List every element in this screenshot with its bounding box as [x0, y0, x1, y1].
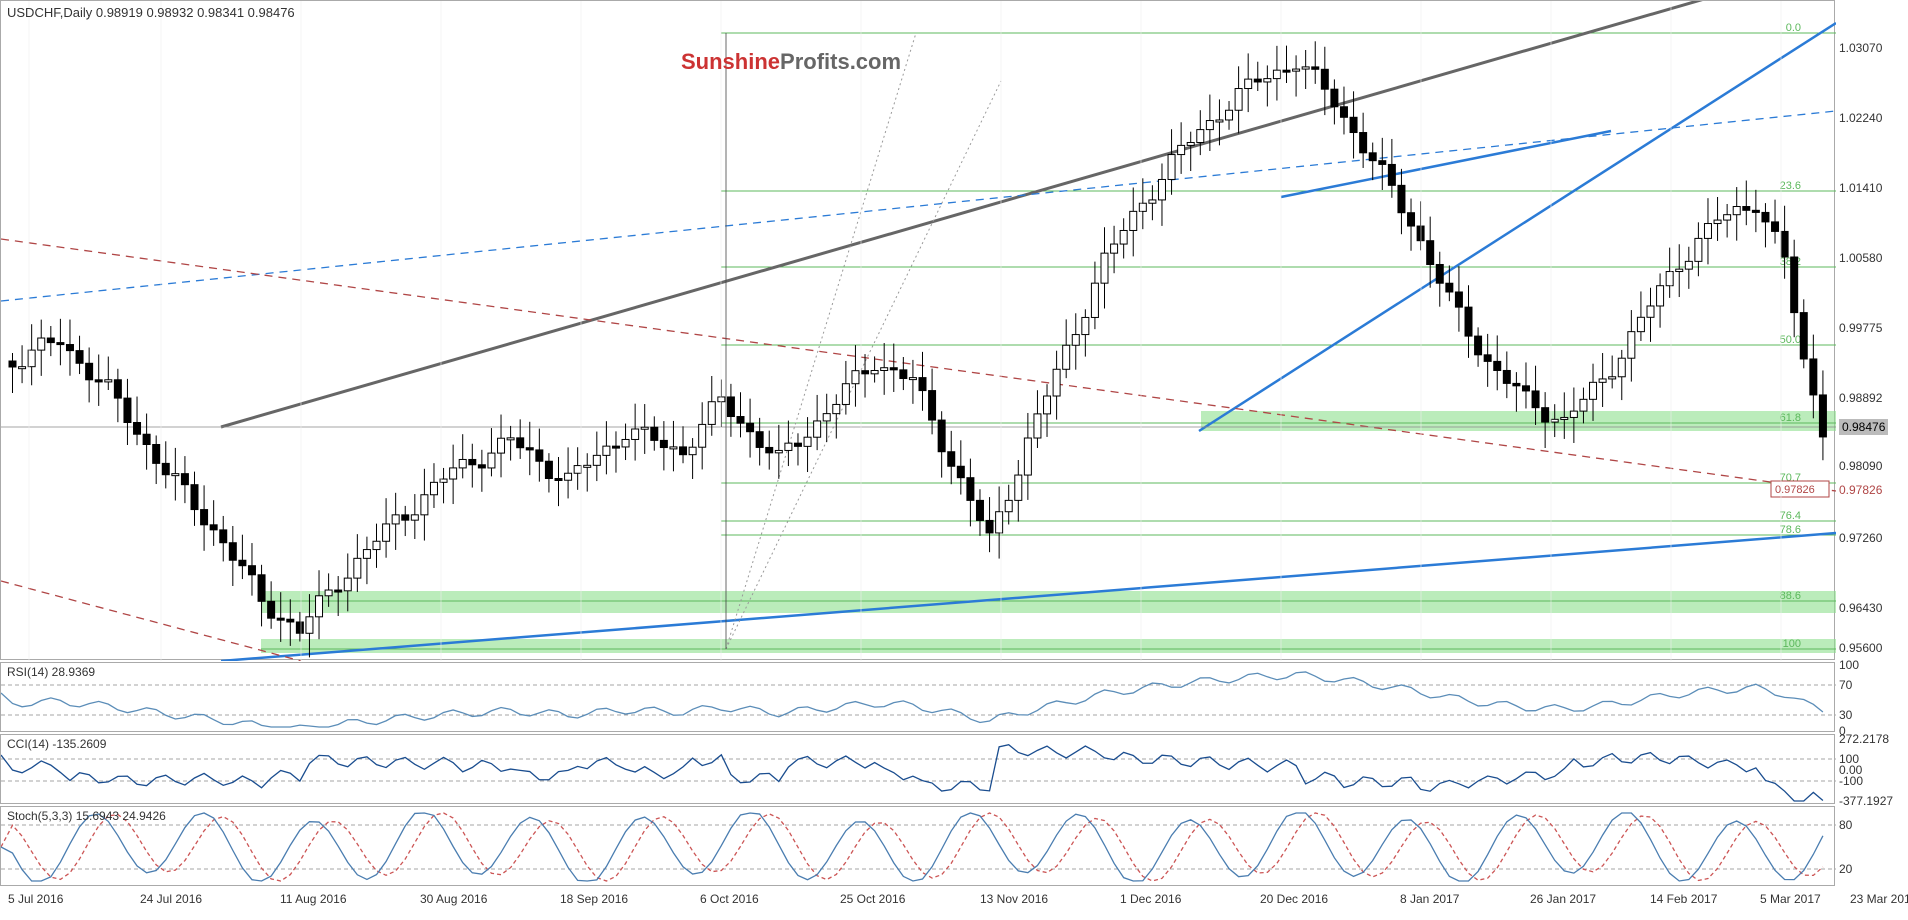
- cci-title: CCI(14) -135.2609: [7, 737, 106, 751]
- price-svg: 0.023.638.250.061.870.776.478.688.61000.…: [1, 1, 1836, 661]
- price-panel[interactable]: USDCHF,Daily 0.98919 0.98932 0.98341 0.9…: [0, 0, 1835, 660]
- svg-text:23.6: 23.6: [1780, 180, 1801, 192]
- xaxis-label: 8 Jan 2017: [1400, 892, 1459, 906]
- cci-panel[interactable]: CCI(14) -135.2609: [0, 734, 1835, 804]
- xaxis-label: 30 Aug 2016: [420, 892, 487, 906]
- xaxis-label: 23 Mar 2017: [1850, 892, 1908, 906]
- symbol-name: USDCHF,Daily: [7, 5, 92, 20]
- xaxis-label: 13 Nov 2016: [980, 892, 1048, 906]
- rsi-svg: [1, 663, 1836, 733]
- date-xaxis: 5 Jul 2016 24 Jul 2016 11 Aug 2016 30 Aug 2…: [0, 888, 1908, 920]
- xaxis-label: 25 Oct 2016: [840, 892, 905, 906]
- watermark-2: Profits.com: [780, 49, 901, 74]
- xaxis-label: 14 Feb 2017: [1650, 892, 1717, 906]
- rsi-title: RSI(14) 28.9369: [7, 665, 95, 679]
- svg-text:88.6: 88.6: [1780, 590, 1801, 602]
- price-yaxis: 1.030701.022401.014101.005800.997750.988…: [1835, 0, 1908, 660]
- xaxis-label: 20 Dec 2016: [1260, 892, 1328, 906]
- ohlc-values: 0.98919 0.98932 0.98341 0.98476: [96, 5, 295, 20]
- stoch-title: Stoch(5,3,3) 15.6943 24.9426: [7, 809, 166, 823]
- svg-text:0.0: 0.0: [1786, 22, 1801, 34]
- rsi-panel[interactable]: RSI(14) 28.9369: [0, 662, 1835, 732]
- xaxis-label: 24 Jul 2016: [140, 892, 202, 906]
- symbol-title: USDCHF,Daily 0.98919 0.98932 0.98341 0.9…: [7, 5, 295, 20]
- svg-text:100: 100: [1783, 638, 1801, 650]
- svg-text:76.4: 76.4: [1780, 510, 1801, 522]
- watermark-1: Sunshine: [681, 49, 780, 74]
- watermark: SunshineProfits.com: [681, 49, 901, 75]
- svg-text:50.0: 50.0: [1780, 334, 1801, 346]
- xaxis-label: 6 Oct 2016: [700, 892, 759, 906]
- xaxis-label: 5 Jul 2016: [8, 892, 63, 906]
- stoch-svg: [1, 807, 1836, 887]
- cci-svg: [1, 735, 1836, 805]
- stoch-yaxis: 8020: [1835, 806, 1908, 886]
- trading-chart: USDCHF,Daily 0.98919 0.98932 0.98341 0.9…: [0, 0, 1908, 920]
- xaxis-label: 26 Jan 2017: [1530, 892, 1596, 906]
- cci-yaxis: 272.21781000.00-100-377.1927: [1835, 734, 1908, 804]
- xaxis-label: 11 Aug 2016: [280, 892, 347, 906]
- xaxis-label: 18 Sep 2016: [560, 892, 628, 906]
- xaxis-label: 1 Dec 2016: [1120, 892, 1181, 906]
- stoch-panel[interactable]: Stoch(5,3,3) 15.6943 24.9426: [0, 806, 1835, 886]
- rsi-yaxis: 10070300: [1835, 662, 1908, 732]
- svg-text:61.8: 61.8: [1780, 412, 1801, 424]
- xaxis-label: 5 Mar 2017: [1760, 892, 1821, 906]
- svg-text:78.6: 78.6: [1780, 524, 1801, 536]
